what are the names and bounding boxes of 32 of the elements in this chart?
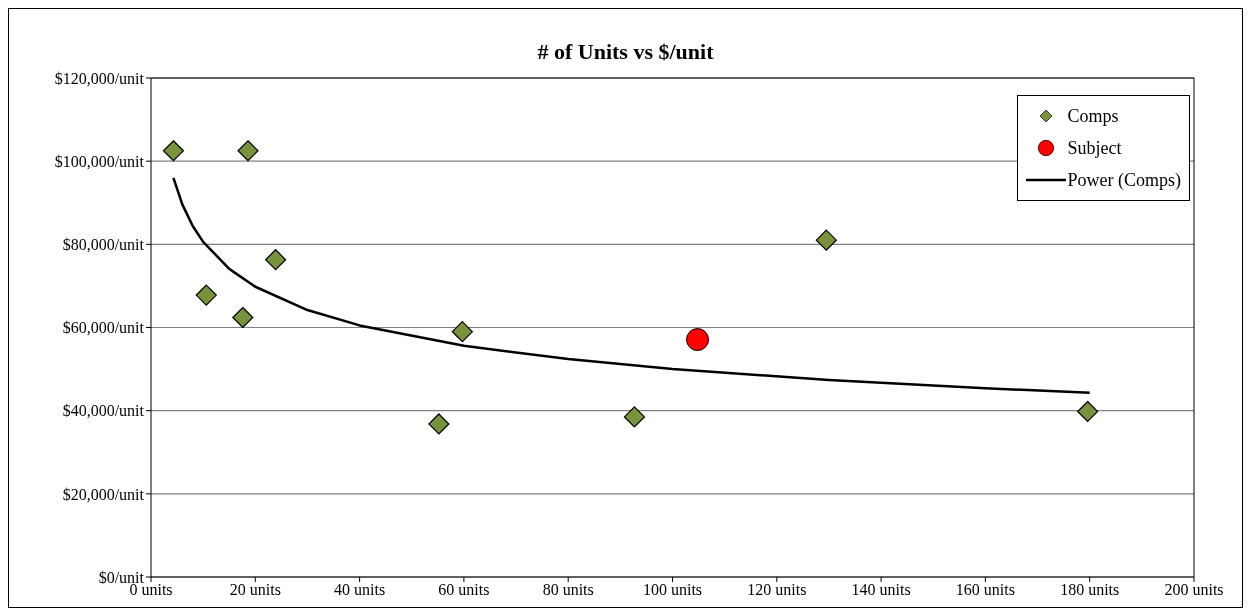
point — [815, 229, 837, 251]
x-tick-label: 60 units — [438, 581, 490, 599]
point — [265, 249, 287, 271]
point — [623, 406, 646, 428]
x-tick-label: 20 units — [229, 581, 281, 599]
legend-label: Subject — [1067, 137, 1122, 159]
legend-label: Power (Comps) — [1067, 169, 1181, 191]
y-tick-label: $80,000/unit — [62, 236, 145, 254]
point — [232, 306, 254, 329]
x-tick-label: 200 units — [1164, 581, 1224, 599]
y-tick-label: $40,000/unit — [62, 402, 145, 420]
x-tick-label: 160 units — [955, 581, 1015, 599]
point — [686, 328, 710, 352]
point — [195, 284, 217, 306]
y-tick-label: $100,000/unit — [54, 152, 145, 170]
x-tick-label: 100 units — [642, 581, 703, 599]
y-tick-label: $60,000/unit — [62, 319, 145, 337]
y-tick-label: $0/unit — [98, 568, 145, 586]
point — [237, 140, 259, 162]
x-tick-label: 40 units — [334, 581, 386, 599]
point — [451, 321, 473, 343]
x-tick-label: 120 units — [747, 581, 807, 599]
point — [162, 140, 185, 162]
x-tick-label: 80 units — [542, 581, 594, 599]
point — [428, 413, 450, 435]
point — [1077, 400, 1099, 423]
legend-label: Comps — [1067, 105, 1119, 127]
chart-title: # of Units vs $/unit — [536, 39, 715, 65]
x-tick-label: 140 units — [851, 581, 911, 599]
y-tick-label: $20,000/unit — [62, 485, 145, 503]
x-tick-label: 180 units — [1060, 581, 1120, 599]
y-tick-label: $120,000/unit — [54, 69, 145, 87]
